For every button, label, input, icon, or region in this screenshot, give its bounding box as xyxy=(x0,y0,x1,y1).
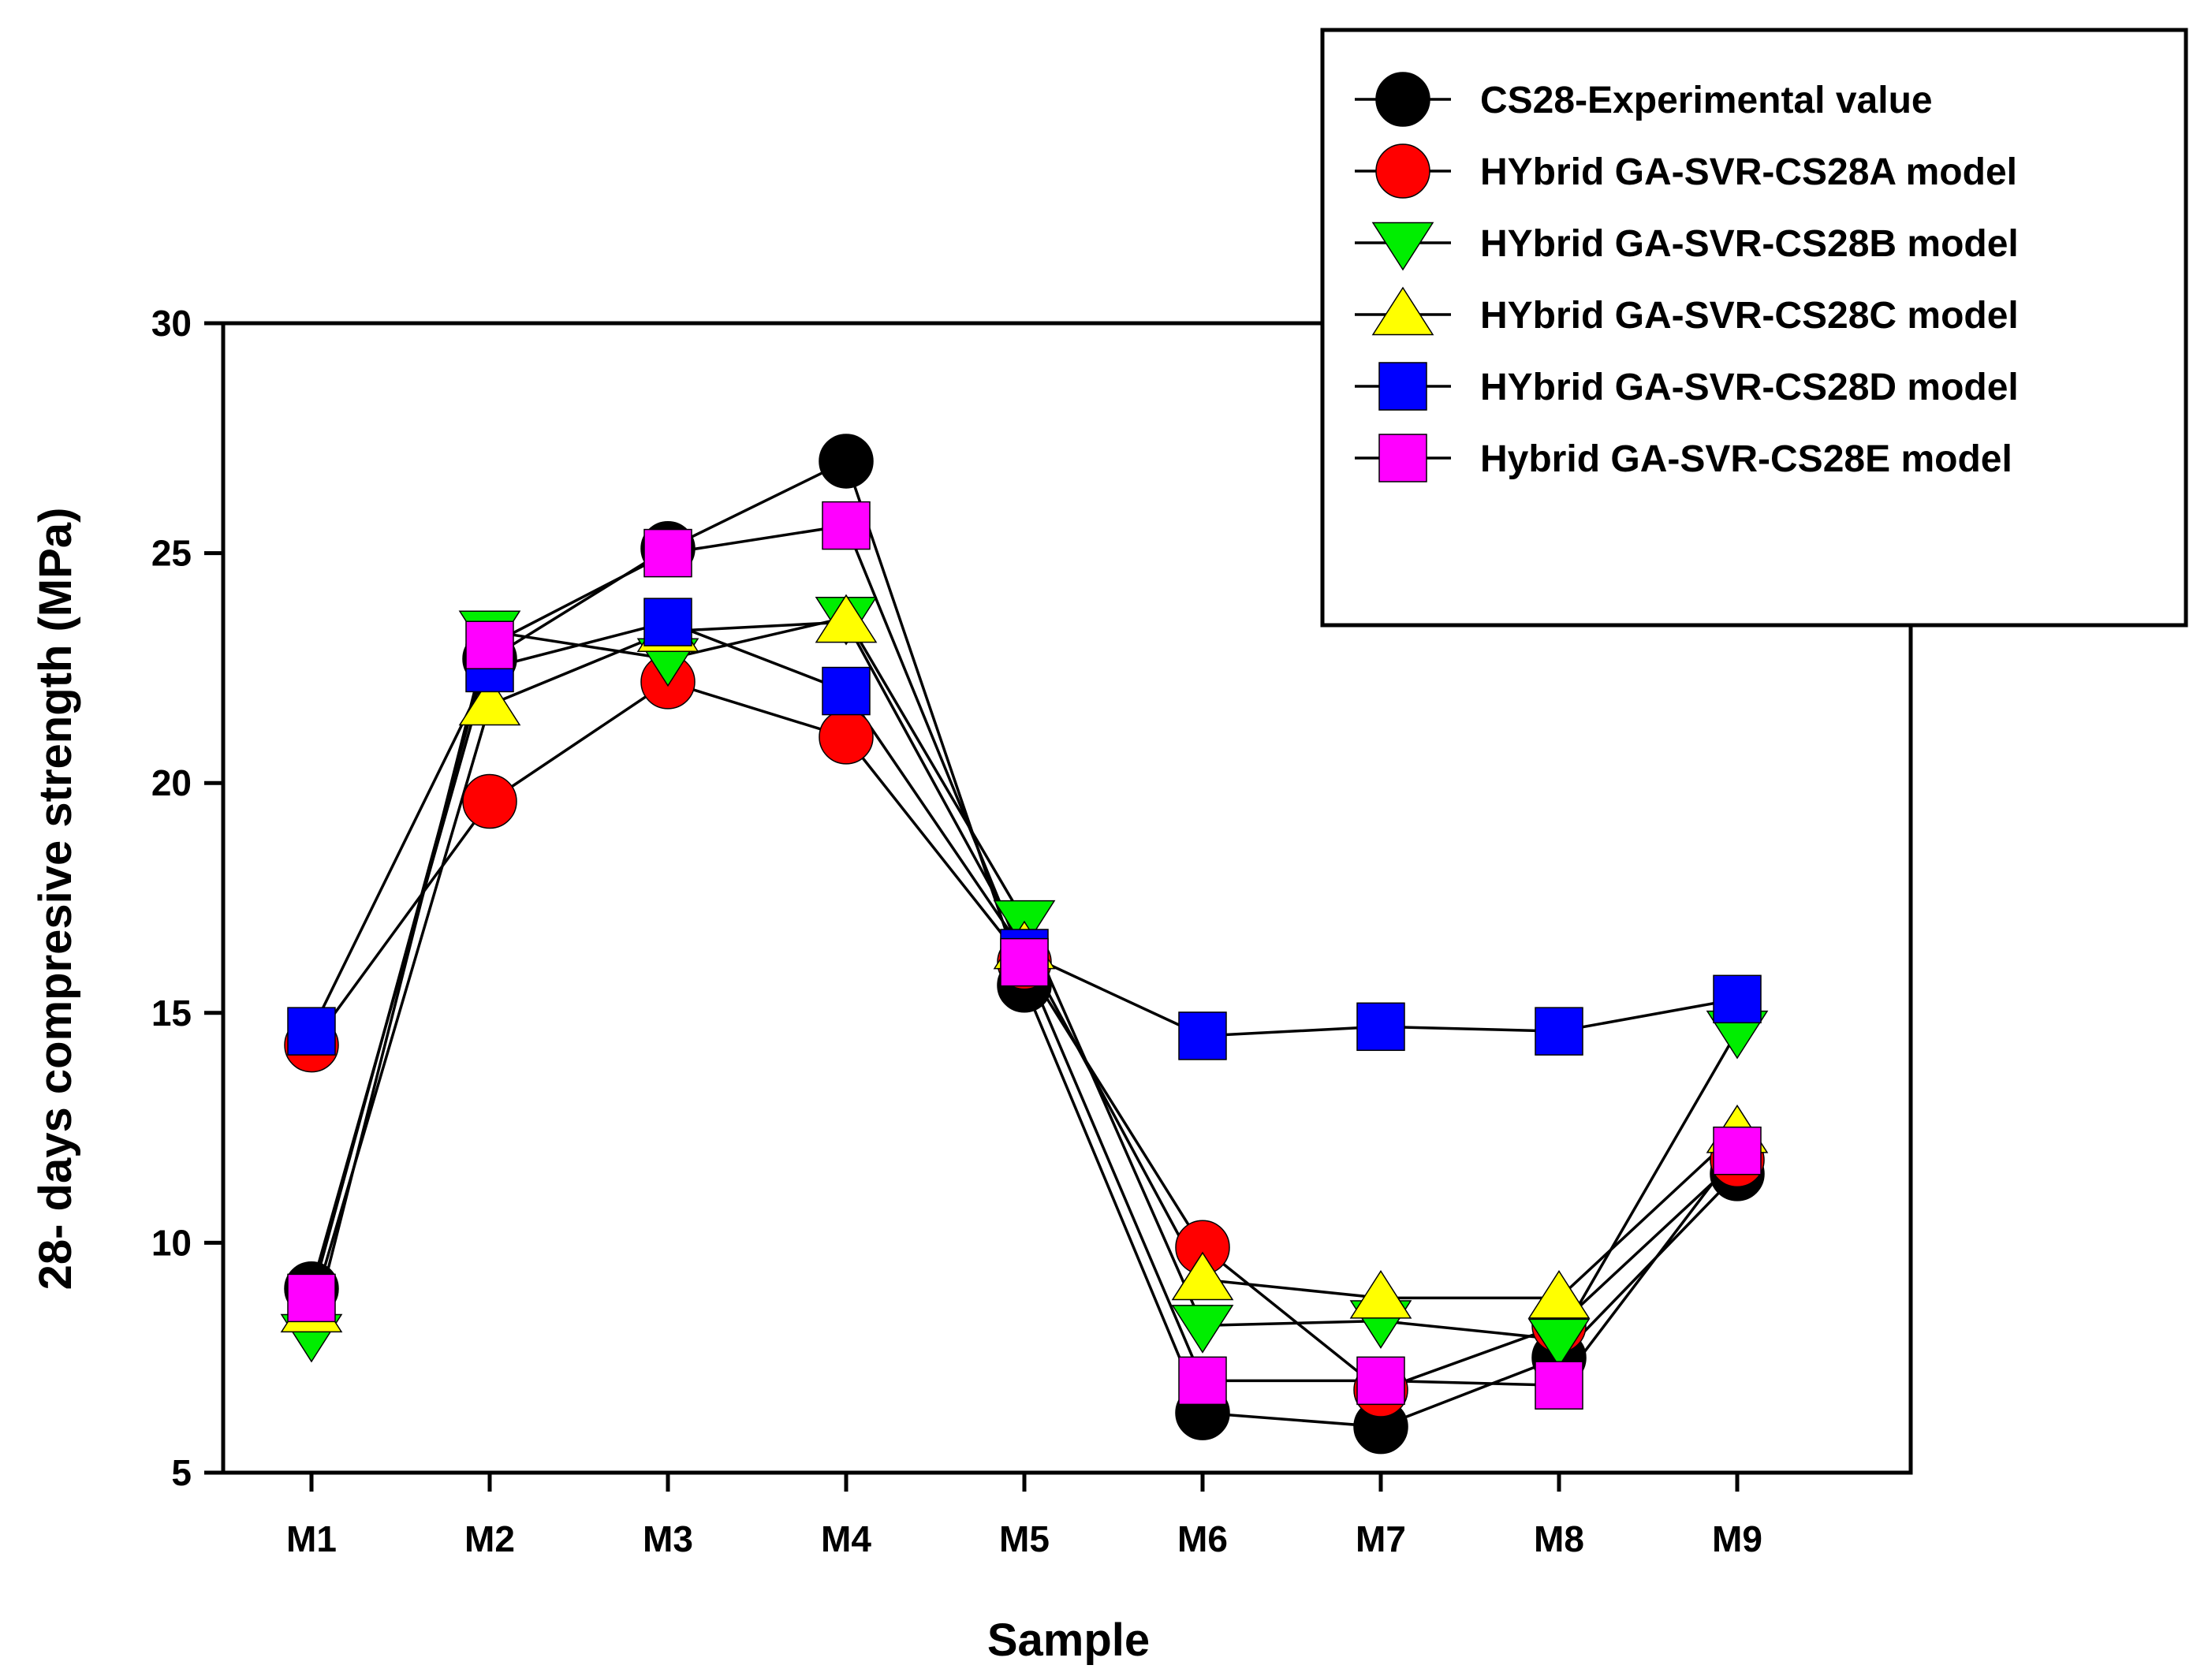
legend-label: HYbrid GA-SVR-CS28B model xyxy=(1480,223,2019,265)
x-tick-label: M7 xyxy=(1356,1518,1406,1559)
x-tick-label: M5 xyxy=(999,1518,1050,1559)
x-axis-title: Sample xyxy=(987,1615,1150,1666)
data-point xyxy=(822,666,871,716)
data-point xyxy=(458,676,521,726)
data-point xyxy=(1349,1269,1412,1319)
data-point xyxy=(1713,974,1762,1024)
legend-marker xyxy=(1378,362,1427,411)
data-point xyxy=(287,1273,336,1323)
legend-item: Hybrid GA-SVR-CS28E model xyxy=(1355,434,2012,482)
data-point xyxy=(462,773,517,829)
y-tick-label: 25 xyxy=(151,533,192,574)
legend-frame xyxy=(1320,28,2188,628)
plot-area xyxy=(221,321,1913,1475)
markers-hybrid-ga-svr-cs28d-model xyxy=(287,598,1762,1060)
y-tick-label: 10 xyxy=(151,1222,192,1263)
legend-item: HYbrid GA-SVR-CS28C model xyxy=(1355,286,2019,337)
data-point xyxy=(1535,1007,1583,1056)
data-point xyxy=(1356,1002,1405,1052)
y-tick-label: 15 xyxy=(151,993,192,1034)
legend-label: Hybrid GA-SVR-CS28E model xyxy=(1480,438,2012,480)
data-point xyxy=(287,1007,336,1056)
data-point xyxy=(643,528,692,578)
x-tick-label: M1 xyxy=(286,1518,337,1559)
y-tick-label: 30 xyxy=(151,303,192,344)
legend-label: CS28-Experimental value xyxy=(1480,80,1933,121)
y-tick-label: 20 xyxy=(151,762,192,803)
data-point xyxy=(819,710,874,765)
legend: CS28-Experimental value HYbrid GA-SVR-CS2… xyxy=(1320,28,2188,628)
y-axis-title: 28- days compresive strength (MPa) xyxy=(30,508,81,1291)
data-point xyxy=(1535,1361,1583,1410)
x-tick-label: M8 xyxy=(1534,1518,1584,1559)
x-tick-label: M3 xyxy=(643,1518,693,1559)
data-point xyxy=(1178,1011,1227,1060)
data-point xyxy=(1171,1251,1234,1301)
y-axis: 5 10 15 20 25 30 xyxy=(151,303,223,1493)
markers-hybrid-ga-svr-cs28e-model xyxy=(287,501,1762,1410)
legend-marker xyxy=(1371,286,1434,336)
data-point xyxy=(1713,1127,1762,1175)
data-point xyxy=(819,434,874,489)
legend-label: HYbrid GA-SVR-CS28D model xyxy=(1480,367,2019,408)
data-point xyxy=(1000,937,1049,987)
data-point xyxy=(815,594,878,643)
x-tick-label: M9 xyxy=(1712,1518,1762,1559)
legend-item: HYbrid GA-SVR-CS28D model xyxy=(1355,362,2019,411)
legend-marker xyxy=(1371,222,1434,271)
x-axis: M1 M2 M3 M4 M5 M6 M7 M8 M9 xyxy=(286,1473,1762,1559)
legend-marker xyxy=(1375,143,1430,199)
data-point xyxy=(465,620,514,669)
legend-item: HYbrid GA-SVR-CS28A model xyxy=(1355,143,2017,199)
data-point xyxy=(1171,1305,1234,1354)
legend-label: HYbrid GA-SVR-CS28C model xyxy=(1480,295,2019,337)
legend-label: HYbrid GA-SVR-CS28A model xyxy=(1480,151,2017,193)
data-point xyxy=(1527,1269,1591,1319)
legend-marker xyxy=(1378,434,1427,482)
legend-item: CS28-Experimental value xyxy=(1355,72,1933,127)
x-tick-label: M6 xyxy=(1177,1518,1228,1559)
data-point xyxy=(1178,1356,1227,1406)
data-point xyxy=(643,598,692,646)
y-tick-label: 5 xyxy=(171,1452,192,1493)
data-point xyxy=(1527,1318,1591,1368)
data-point xyxy=(1356,1356,1405,1406)
series-layer xyxy=(280,434,1769,1455)
x-tick-label: M4 xyxy=(821,1518,871,1559)
legend-marker xyxy=(1375,72,1430,127)
plot-frame xyxy=(221,321,1913,1475)
legend-item: HYbrid GA-SVR-CS28B model xyxy=(1355,222,2019,271)
x-tick-label: M2 xyxy=(464,1518,515,1559)
data-point xyxy=(822,501,871,550)
